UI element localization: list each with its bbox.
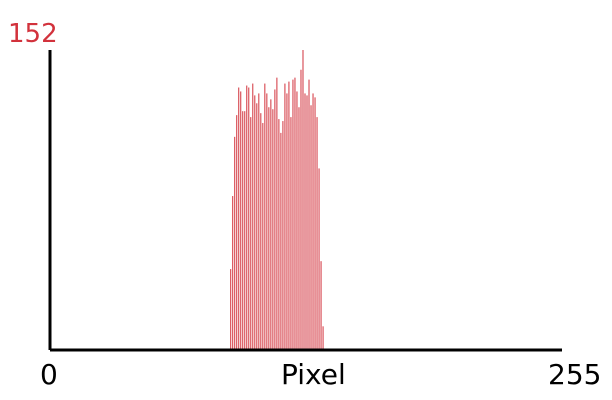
histogram-bar	[256, 103, 258, 350]
histogram-bar	[288, 81, 290, 350]
histogram-bar	[236, 115, 238, 350]
histogram-bar	[274, 89, 276, 350]
histogram-bar	[308, 79, 310, 351]
histogram-bar	[232, 196, 234, 350]
histogram-bar	[268, 107, 270, 351]
histogram-bars	[230, 50, 324, 351]
histogram-bar	[244, 111, 246, 351]
x-axis-label: Pixel	[281, 358, 346, 391]
histogram-bar	[284, 83, 286, 351]
y-max-label: 152	[8, 19, 58, 49]
histogram-bar	[254, 95, 256, 350]
x-tick-label-min: 0	[40, 358, 58, 391]
histogram-bar	[246, 85, 248, 350]
histogram-bar	[316, 117, 318, 350]
histogram-bar	[250, 117, 252, 350]
histogram-bar	[312, 93, 314, 351]
histogram-bar	[230, 269, 232, 350]
histogram-bar	[234, 136, 236, 350]
histogram-bar	[320, 261, 322, 350]
histogram-bar	[248, 87, 250, 350]
histogram-bar	[300, 69, 302, 351]
histogram-bar	[276, 77, 278, 350]
histogram-bar	[264, 83, 266, 351]
histogram-bar	[296, 91, 298, 350]
histogram-bar	[282, 121, 284, 350]
histogram-bar	[302, 50, 304, 350]
histogram-bar	[238, 87, 240, 350]
histogram-bar	[240, 91, 242, 350]
histogram-bar	[242, 111, 244, 351]
histogram-bar	[292, 79, 294, 351]
histogram-bar	[280, 132, 282, 350]
histogram-bar	[314, 97, 316, 351]
histogram-bar	[270, 99, 272, 350]
histogram-bar	[304, 93, 306, 351]
histogram-bar	[266, 93, 268, 351]
histogram-bar	[258, 93, 260, 351]
histogram-bar	[260, 113, 262, 350]
histogram-bar	[272, 109, 274, 351]
histogram-bar	[310, 105, 312, 350]
histogram-bar	[306, 95, 308, 350]
histogram-bar	[262, 123, 264, 350]
histogram-bar	[286, 93, 288, 351]
histogram-bar	[294, 77, 296, 350]
histogram-bar	[298, 107, 300, 351]
histogram-bar	[322, 326, 324, 350]
x-tick-label-max: 255	[548, 358, 601, 391]
histogram-bar	[290, 117, 292, 350]
histogram-bar	[318, 168, 320, 350]
histogram-bar	[252, 83, 254, 351]
histogram-bar	[278, 119, 280, 350]
